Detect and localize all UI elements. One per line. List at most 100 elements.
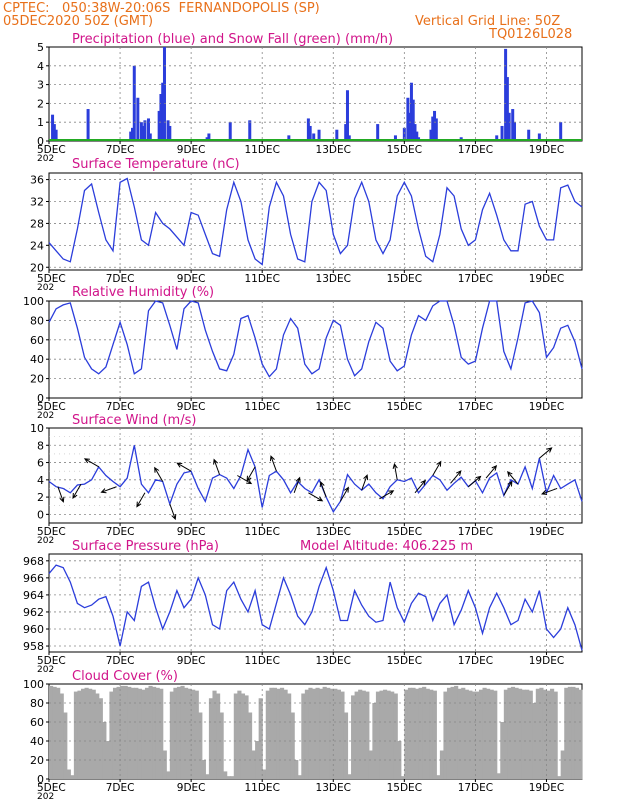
chart-title-cloud: Cloud Cover (%) — [72, 669, 178, 684]
x-tick-label: 13DEC — [316, 273, 351, 285]
wind-arrow — [293, 476, 301, 493]
x-tick-label: 9DEC — [177, 526, 206, 538]
cloud-bar — [219, 712, 224, 779]
cloud-bar — [500, 722, 505, 779]
cloud-bar — [137, 688, 142, 779]
precip-bar — [559, 122, 563, 141]
x-tick-label: 15DEC — [387, 401, 422, 413]
cloud-bar — [365, 691, 370, 779]
cloud-bar — [187, 688, 192, 779]
cloud-bar — [510, 686, 516, 779]
wind-arrow — [339, 486, 349, 502]
precip-bar — [408, 112, 412, 141]
wind-arrow — [503, 480, 513, 496]
cloud-bar — [326, 687, 331, 779]
cloud-bar — [223, 771, 228, 779]
x-tick-label: 15DEC — [387, 655, 422, 667]
precip-bar — [505, 77, 509, 141]
cloud-bar — [407, 687, 413, 779]
cloud-bar — [361, 690, 366, 779]
cloud-bar — [109, 691, 114, 779]
run-date-label: 05DEC2020 50Z (GMT) — [3, 14, 154, 29]
x-tick-label: 9DEC — [177, 655, 206, 667]
x-tick-label: 11DEC — [244, 782, 279, 794]
x-tick-label: 5DEC — [37, 526, 66, 538]
precip-bar — [306, 118, 310, 141]
cloud-bar — [240, 693, 246, 779]
y-tick-label: 964 — [23, 589, 44, 602]
cloud-bar — [329, 688, 334, 779]
cloud-bar — [336, 689, 341, 779]
y-tick-label: 60 — [30, 334, 44, 347]
wind-arrow — [379, 490, 395, 500]
cloud-bar — [567, 686, 572, 779]
cloud-bar — [63, 712, 68, 779]
cloud-bar — [411, 687, 416, 779]
precip-bar — [511, 109, 515, 141]
cloud-bar — [269, 687, 274, 779]
y-tick-label: 28 — [30, 217, 44, 230]
cloud-bar — [265, 690, 270, 779]
precip-bar — [146, 118, 150, 141]
cloud-bar — [169, 691, 174, 779]
precip-bar — [312, 133, 316, 141]
cloud-bar — [351, 695, 356, 779]
wind-arrow — [154, 466, 164, 482]
chart-title-rh: Relative Humidity (%) — [72, 285, 214, 300]
cloud-bar — [184, 687, 189, 779]
chart-title-precip: Precipitation (blue) and Snow Fall (gree… — [72, 32, 393, 47]
y-tick-label: 40 — [30, 353, 44, 366]
precip-bar — [429, 129, 433, 141]
y-tick-label: 2 — [37, 97, 44, 110]
cloud-bar — [482, 687, 487, 779]
plot-frame — [48, 427, 583, 524]
cloud-bar — [304, 689, 309, 779]
precip-bar — [434, 118, 438, 141]
precip-bar — [161, 82, 165, 141]
model-altitude-label: Model Altitude: 406.225 m — [300, 539, 473, 554]
y-tick-label: 8 — [37, 439, 44, 452]
cloud-bar — [461, 687, 466, 779]
wind-arrow — [308, 492, 324, 502]
precip-bar — [162, 47, 166, 141]
cloud-bar — [468, 690, 473, 779]
precip-bar — [433, 110, 437, 141]
cloud-bar — [173, 687, 178, 779]
cloud-bar — [464, 689, 469, 779]
precip-bar — [344, 124, 348, 141]
y-tick-label: 962 — [23, 606, 44, 619]
x-tick-label: 7DEC — [106, 401, 135, 413]
x-tick-label: 13DEC — [316, 144, 351, 156]
chart-rh: 0 20 40 60 80 100 5DEC 7DEC 9DEC 11DEC 13DEC 15DEC 1… — [23, 285, 583, 421]
cloud-bar — [155, 687, 160, 779]
cloud-bar — [148, 685, 153, 779]
x-tick-label: 11DEC — [244, 526, 279, 538]
cloud-bar — [180, 685, 185, 779]
year-stub-label: 202 — [37, 411, 54, 421]
precip-bar — [415, 131, 419, 141]
cloud-bar — [368, 750, 373, 779]
source-label: CPTEC: — [3, 1, 50, 16]
cloud-bar — [244, 695, 249, 779]
cloud-bar — [290, 712, 295, 779]
cloud-bar — [52, 686, 57, 779]
wind-arrow — [392, 462, 398, 480]
cloud-bar — [560, 750, 565, 779]
cloud-bar — [539, 687, 544, 779]
cloud-bar — [571, 686, 576, 779]
precip-bar — [159, 94, 163, 141]
cloud-bar — [418, 687, 423, 779]
precip-bar — [248, 120, 252, 141]
x-tick-label: 7DEC — [106, 273, 135, 285]
cloud-bar — [446, 687, 452, 779]
cloud-bar — [574, 687, 580, 779]
x-tick-label: 13DEC — [316, 782, 351, 794]
precip-bar — [431, 116, 435, 141]
x-tick-label: 19DEC — [529, 526, 564, 538]
precip-bar — [136, 97, 140, 141]
chart-pres: 958 960 962 964 966 968 5DEC 7DEC 9DEC 11DEC 13DEC… — [23, 539, 583, 675]
cloud-bar — [159, 688, 164, 779]
temp-series-line — [48, 177, 583, 266]
x-tick-label: 5DEC — [37, 144, 66, 156]
